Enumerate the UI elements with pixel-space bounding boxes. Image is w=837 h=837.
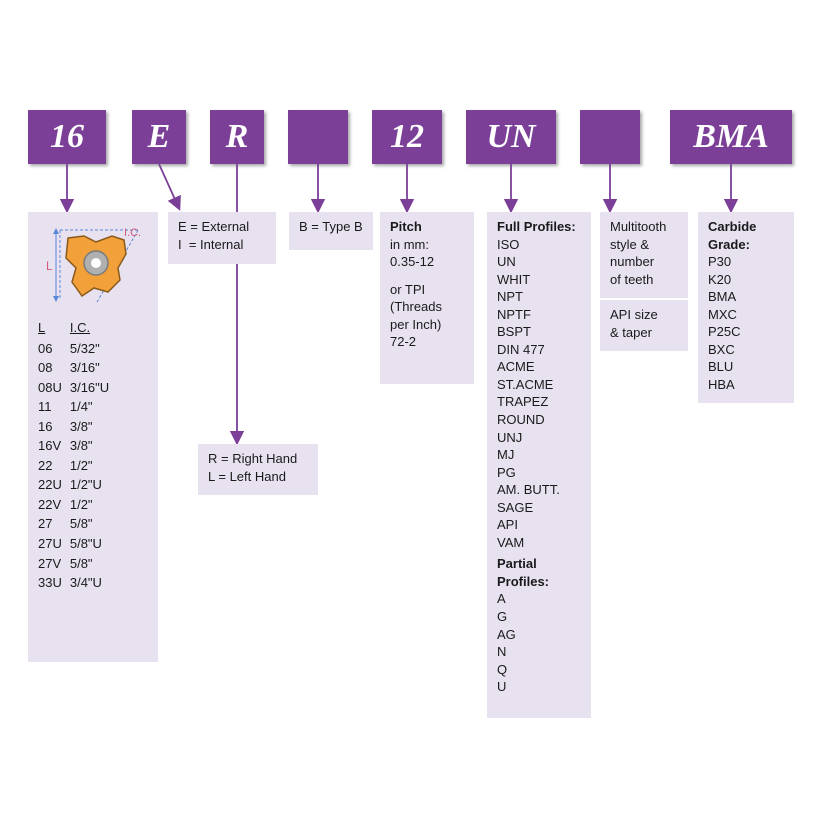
partial-profiles-list: AGAGNQU [497,590,581,695]
list-item: VAM [497,534,581,552]
partial-profiles-title: Partial Profiles: [497,555,581,590]
code-box-c16: 16 [28,110,106,164]
pitch-l2: 0.35-12 [390,253,464,271]
list-item: UN [497,253,581,271]
insert-diagram: L I.C. [38,218,148,313]
panel-external-internal: E = External I = Internal [168,212,276,264]
panel-pitch: Pitch in mm: 0.35-12 or TPI (Threads per… [380,212,474,384]
table-row: 163/8" [38,417,117,437]
code-box-cE: E [132,110,186,164]
list-item: UNJ [497,429,581,447]
table-row: 08U3/16"U [38,378,117,398]
table-row: 33U3/4"U [38,573,117,593]
code-box-cUN: UN [466,110,556,164]
full-profiles-list: ISOUNWHITNPTNPTFBSPTDIN 477ACMEST.ACMETR… [497,236,581,552]
list-item: ISO [497,236,581,254]
list-item: Q [497,661,581,679]
table-row: 22V1/2" [38,495,117,515]
table-row: 27U5/8"U [38,534,117,554]
multi-l4: of teeth [610,271,678,289]
list-item: AG [497,626,581,644]
list-item: P30 [708,253,784,271]
panel-hand: R = Right Hand L = Left Hand [198,444,318,495]
code-box-c12: 12 [372,110,442,164]
rl-line1: R = Right Hand [208,450,308,468]
list-item: K20 [708,271,784,289]
size-table: L I.C. 065/32"083/16"08U3/16"U111/4"163/… [38,319,117,593]
table-row: 111/4" [38,397,117,417]
pitch-title: Pitch [390,218,464,236]
list-item: N [497,643,581,661]
list-item: ACME [497,358,581,376]
pitch-l4: (Threads [390,298,464,316]
grade-title: Carbide Grade: [708,218,784,253]
list-item: BMA [708,288,784,306]
col-L: L [38,319,70,339]
table-row: 16V3/8" [38,436,117,456]
table-row: 065/32" [38,339,117,359]
pitch-l5: per Inch) [390,316,464,334]
list-item: A [497,590,581,608]
list-item: P25C [708,323,784,341]
table-row: 27V5/8" [38,554,117,574]
list-item: API [497,516,581,534]
dim-IC-label: I.C. [124,227,141,239]
ei-line1: E = External [178,218,266,236]
typeb-line1: B = Type B [299,218,363,236]
list-item: TRAPEZ [497,393,581,411]
multi-l3: number [610,253,678,271]
list-item: DIN 477 [497,341,581,359]
api-l2: & taper [610,324,678,342]
list-item: BXC [708,341,784,359]
list-item: SAGE [497,499,581,517]
list-item: AM. BUTT. [497,481,581,499]
list-item: BLU [708,358,784,376]
list-item: NPT [497,288,581,306]
panel-api: API size & taper [600,300,688,351]
pitch-l3: or TPI [390,281,464,299]
list-item: U [497,678,581,696]
table-row: 22U1/2"U [38,475,117,495]
panel-grade: Carbide Grade: P30K20BMAMXCP25CBXCBLUHBA [698,212,794,403]
list-item: G [497,608,581,626]
api-l1: API size [610,306,678,324]
pitch-l1: in mm: [390,236,464,254]
code-box-cR: R [210,110,264,164]
list-item: ST.ACME [497,376,581,394]
code-box-cB2 [580,110,640,164]
list-item: ROUND [497,411,581,429]
grade-list: P30K20BMAMXCP25CBXCBLUHBA [708,253,784,393]
col-IC: I.C. [70,319,117,339]
code-box-cBMA: BMA [670,110,792,164]
list-item: BSPT [497,323,581,341]
list-item: MJ [497,446,581,464]
table-row: 221/2" [38,456,117,476]
list-item: MXC [708,306,784,324]
list-item: NPTF [497,306,581,324]
rl-line2: L = Left Hand [208,468,308,486]
panel-size-table: L I.C. L I.C. 065/32"083/16"08U3/16"U111… [28,212,158,662]
panel-typeb: B = Type B [289,212,373,250]
multi-l1: Multitooth [610,218,678,236]
full-profiles-title: Full Profiles: [497,218,581,236]
code-box-cB1 [288,110,348,164]
list-item: HBA [708,376,784,394]
panel-profiles: Full Profiles: ISOUNWHITNPTNPTFBSPTDIN 4… [487,212,591,718]
pitch-l6: 72-2 [390,333,464,351]
table-row: 275/8" [38,514,117,534]
panel-multitooth: Multitooth style & number of teeth [600,212,688,298]
table-row: 083/16" [38,358,117,378]
dim-L-label: L [46,259,53,273]
list-item: WHIT [497,271,581,289]
multi-l2: style & [610,236,678,254]
list-item: PG [497,464,581,482]
ei-line2: I = Internal [178,236,266,254]
